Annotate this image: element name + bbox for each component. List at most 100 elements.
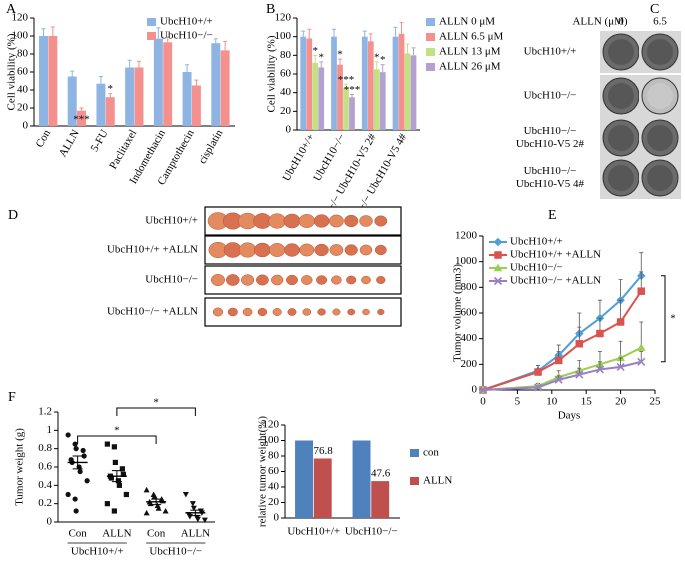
bar <box>361 36 368 130</box>
point <box>120 471 126 477</box>
marker <box>616 318 625 326</box>
tumor <box>344 244 358 256</box>
error-bar <box>332 28 337 37</box>
legend-swatch <box>426 18 435 26</box>
point <box>112 459 118 466</box>
tumor <box>359 244 373 256</box>
tumor <box>256 274 269 286</box>
y-axis-label: relative tumor weight(%) <box>257 416 269 528</box>
panel-letter: B <box>266 2 275 17</box>
plate-row-label: UbcH10−/− <box>524 90 577 102</box>
tumor <box>374 215 388 227</box>
panel-letter: C <box>650 2 659 17</box>
y-tick-label: 20 <box>268 496 280 508</box>
bar <box>300 36 307 130</box>
error-bar <box>618 357 623 367</box>
plate-header: ALLN (μM) <box>572 16 627 28</box>
legend-label: ALLN 6.5 μM <box>439 31 503 43</box>
bar <box>96 83 106 126</box>
tumor <box>225 274 240 286</box>
panel-letter: E <box>548 208 557 223</box>
tumor <box>314 243 329 257</box>
tumor-row-label: UbcH10+/+ +ALLN <box>107 244 198 256</box>
marker <box>493 276 503 286</box>
tumor <box>331 275 342 285</box>
significance: *** <box>73 114 90 126</box>
tumor <box>253 242 271 258</box>
point <box>201 517 208 524</box>
legend-swatch <box>410 477 419 485</box>
point <box>123 491 129 498</box>
plate-row-label: UbcH10−/− <box>524 165 577 177</box>
bar <box>134 67 144 126</box>
x-tick-label: ALLN <box>181 528 210 540</box>
legend-label: ALLN 13 μM <box>439 46 501 58</box>
error-bar <box>374 61 379 70</box>
y-tick-label: 400 <box>461 332 478 344</box>
bar <box>312 62 319 130</box>
plate-texture <box>647 125 673 151</box>
error-bar <box>98 76 103 84</box>
bracket <box>116 407 196 416</box>
bar <box>48 36 58 126</box>
tumor <box>284 243 300 257</box>
marker <box>554 356 563 365</box>
bar <box>337 64 343 130</box>
x-tick-label: Con <box>147 528 166 540</box>
tumor <box>301 275 313 285</box>
significance: * <box>374 51 380 63</box>
error-bar <box>639 351 644 362</box>
y-tick-label: 0.4 <box>38 479 52 491</box>
point <box>77 468 83 475</box>
error-bar <box>405 43 410 54</box>
error-bar <box>136 60 141 68</box>
tumor <box>286 274 298 286</box>
bar <box>306 38 313 130</box>
bar <box>392 36 399 130</box>
marker <box>534 368 542 376</box>
y-tick-label: 0 <box>23 120 29 132</box>
point <box>119 466 125 472</box>
point <box>182 492 189 498</box>
y-tick-label: 60 <box>17 66 29 78</box>
plate-row-label: UbcH10-V5 4# <box>516 178 585 190</box>
plate-texture <box>608 83 634 109</box>
error-bar <box>111 470 122 483</box>
legend-swatch <box>426 63 435 71</box>
significance: * <box>108 83 114 95</box>
significance: * <box>153 397 159 409</box>
legend-label: ALLN 26 μM <box>439 61 501 73</box>
y-tick-label: 60 <box>268 465 280 477</box>
marker <box>637 357 646 366</box>
tumor <box>271 274 284 286</box>
tumor <box>272 308 282 316</box>
legend-swatch <box>426 33 435 41</box>
tumor <box>376 276 386 284</box>
point <box>151 493 158 499</box>
point <box>81 453 87 459</box>
y-axis-label: Tumor volume (mm3) <box>452 264 464 362</box>
y-tick-label: 60 <box>280 68 292 80</box>
point <box>73 508 79 514</box>
plate-row-label: UbcH10-V5 2# <box>516 138 585 150</box>
significance: * <box>114 425 120 437</box>
legend-swatch <box>147 32 156 40</box>
bar <box>295 440 314 518</box>
y-tick-label: 800 <box>461 281 478 293</box>
error-bar <box>108 93 113 98</box>
marker <box>493 237 503 247</box>
legend-label: UbcH10−/− <box>160 30 213 42</box>
plate-texture <box>608 165 634 191</box>
panel-letter: D <box>8 208 18 223</box>
error-bar <box>156 27 161 39</box>
x-axis-label: Days <box>558 410 581 422</box>
tumor <box>362 308 370 316</box>
y-tick-label: 1.2 <box>38 406 52 418</box>
tumor <box>257 307 268 317</box>
tumor <box>227 307 238 317</box>
point <box>65 491 71 498</box>
tumor <box>287 308 297 316</box>
marker <box>616 362 625 371</box>
y-tick-label: 0.8 <box>38 442 52 454</box>
x-tick-label: 0 <box>480 396 486 408</box>
